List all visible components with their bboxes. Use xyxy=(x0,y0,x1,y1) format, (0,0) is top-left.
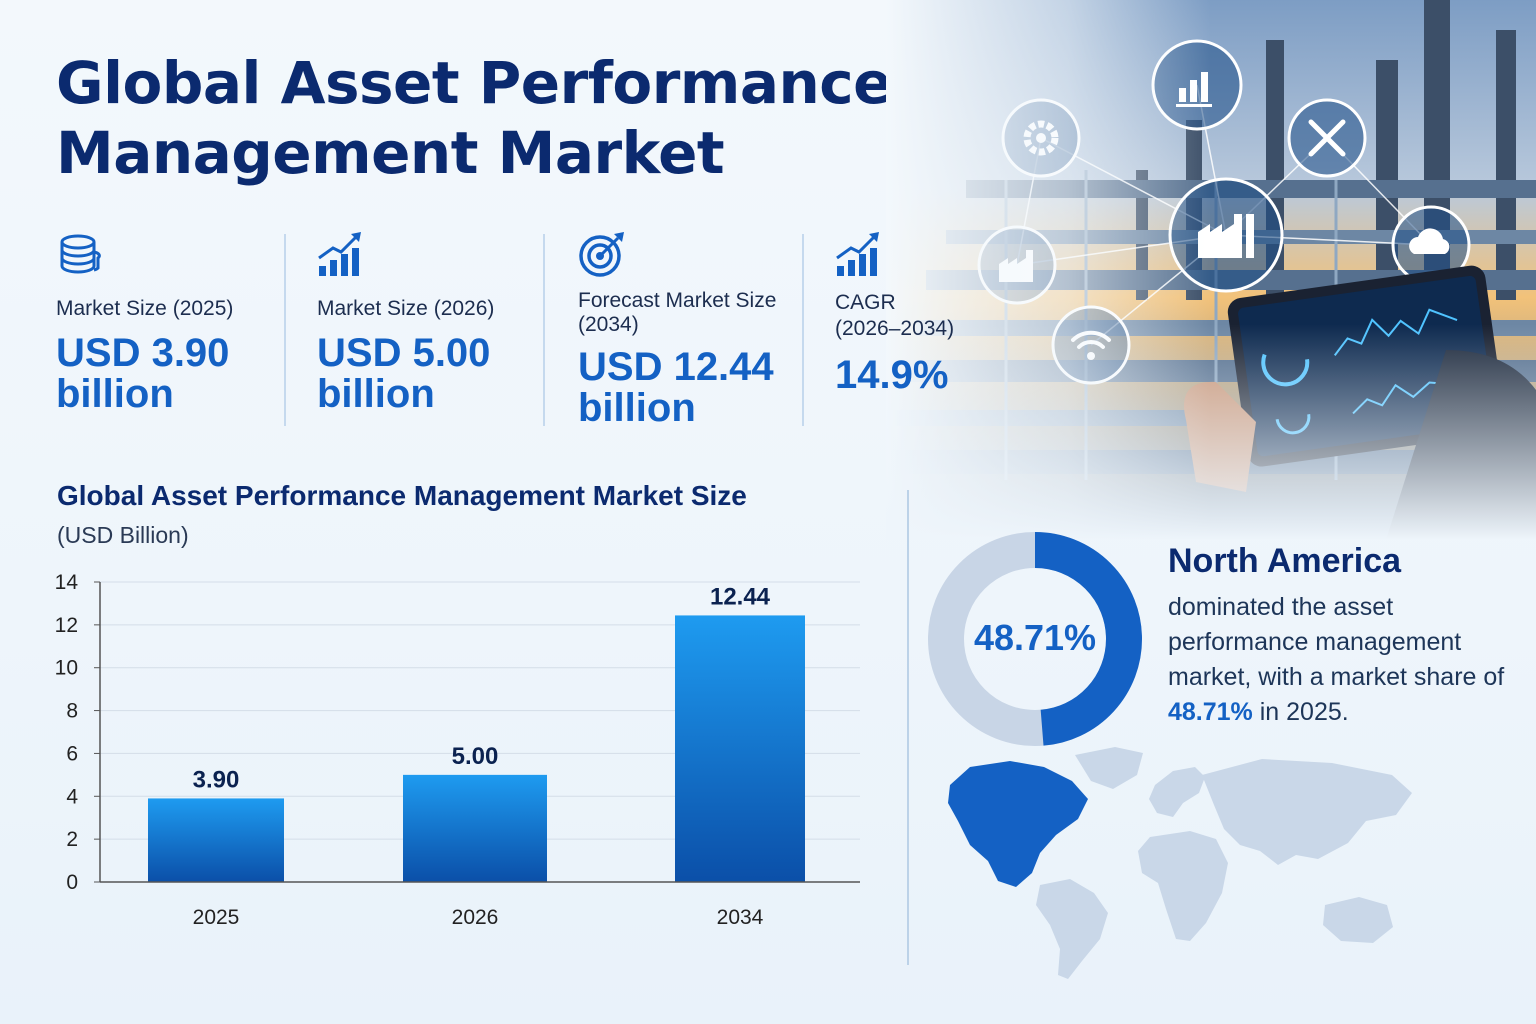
region-heading: North America xyxy=(1168,542,1402,580)
y-tick-label: 10 xyxy=(55,657,78,680)
bar-value-label: 5.00 xyxy=(452,743,499,770)
region-description: dominated the asset performance manageme… xyxy=(1168,590,1518,730)
bar-chart: 0 2 4 6 8 10 12 14 3.90 2025 5.00 2026 12.44 2034 xyxy=(55,571,860,929)
y-tick-label: 4 xyxy=(66,785,78,808)
kpi-cagr: CAGR (2026–2034) 14.9% xyxy=(835,230,985,426)
bar-2026 xyxy=(403,774,547,882)
region-text-after: in 2025. xyxy=(1252,698,1349,726)
kpi-market-size-2025: Market Size (2025) USD 3.90 billion xyxy=(56,230,276,426)
x-tick-label: 2034 xyxy=(717,906,764,929)
kpi-value: USD 3.90 xyxy=(56,331,230,375)
map-greenland xyxy=(1075,747,1143,789)
kpi-value: USD 12.44 xyxy=(578,345,774,389)
kpi-value: USD 5.00 xyxy=(317,331,491,375)
y-tick-label: 8 xyxy=(66,700,78,723)
chart-title: Global Asset Performance Management Mark… xyxy=(57,480,747,511)
y-tick-label: 12 xyxy=(55,614,78,637)
chart-unit: (USD Billion) xyxy=(57,522,189,548)
kpi-divider xyxy=(284,234,286,426)
kpi-label-period: (2026–2034) xyxy=(835,317,955,340)
kpi-forecast-market-size: Forecast Market Size (2034) USD 12.44 bi… xyxy=(578,230,793,430)
region-text-before: dominated the asset performance manageme… xyxy=(1168,593,1505,691)
x-tick-label: 2025 xyxy=(193,906,240,929)
donut-share-segment xyxy=(928,532,1142,746)
world-map xyxy=(948,747,1412,979)
kpi-label-year: (2034) xyxy=(578,313,639,336)
kpi-label: Forecast Market Size xyxy=(578,289,777,312)
growth-chart-icon xyxy=(318,232,361,276)
target-icon xyxy=(579,232,624,277)
y-tick-label: 6 xyxy=(66,742,78,765)
market-share-donut xyxy=(928,532,1142,746)
x-tick-label: 2026 xyxy=(452,906,499,929)
kpi-value: 14.9% xyxy=(835,353,949,397)
growth-chart-icon xyxy=(836,232,879,276)
kpi-label: CAGR xyxy=(835,291,896,314)
y-tick-label: 14 xyxy=(55,571,79,594)
kpi-market-size-2026: Market Size (2026) USD 5.00 billion xyxy=(317,230,537,426)
coins-stack-icon xyxy=(60,234,101,274)
page-title: Global Asset Performance Management Mark… xyxy=(56,49,892,187)
bar-2034 xyxy=(675,615,805,882)
map-australia xyxy=(1323,897,1393,943)
bar-value-label: 3.90 xyxy=(193,766,240,793)
panel-divider xyxy=(907,490,909,965)
kpi-label: Market Size (2025) xyxy=(56,297,234,320)
hero-industrial-image xyxy=(886,0,1536,540)
kpi-divider xyxy=(802,234,804,426)
y-tick-label: 0 xyxy=(66,871,78,894)
bar-2025 xyxy=(148,798,284,882)
donut-share-label: 48.71% xyxy=(973,617,1097,658)
map-asia xyxy=(1202,759,1412,865)
map-south-america xyxy=(1036,879,1108,979)
map-africa xyxy=(1138,831,1228,941)
bar-value-label: 12.44 xyxy=(710,583,771,610)
kpi-value-unit: billion xyxy=(578,386,696,430)
kpi-value-unit: billion xyxy=(56,372,174,416)
map-europe xyxy=(1149,767,1205,817)
kpi-value-unit: billion xyxy=(317,372,435,416)
y-tick-label: 2 xyxy=(66,828,78,851)
region-share-highlight: 48.71% xyxy=(1168,698,1253,726)
map-north-america xyxy=(948,761,1088,887)
kpi-divider xyxy=(543,234,545,426)
kpi-label: Market Size (2026) xyxy=(317,297,495,320)
